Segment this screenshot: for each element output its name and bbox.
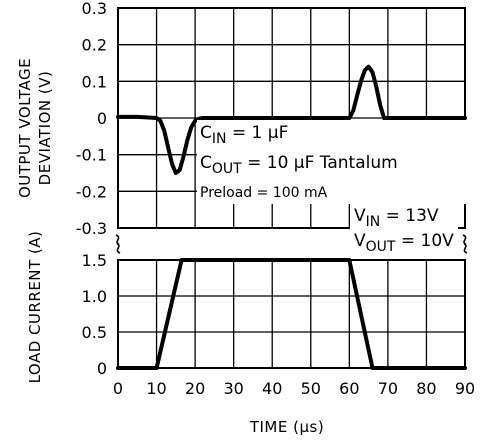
x-tick-label: 80 (416, 379, 436, 398)
y-tick-label: 1.5 (82, 251, 107, 270)
voltage-axis-title-line-2: DEVIATION (V) (36, 71, 54, 186)
axis-break-left (115, 234, 120, 245)
x-tick-label: 60 (339, 379, 359, 398)
axis-break-left (116, 243, 121, 254)
x-tick-label: 30 (223, 379, 243, 398)
x-tick-label: 70 (378, 379, 398, 398)
x-tick-label: 0 (113, 379, 123, 398)
vout-annotation: VOUT = 10V (354, 231, 454, 255)
y-tick-label: 0.5 (82, 323, 107, 342)
x-tick-label: 10 (146, 379, 166, 398)
tick-labels: 0.30.20.10-0.1-0.2-0.31.51.00.500 10 20 30 4… (76, 0, 475, 398)
x-tick-label: 50 (301, 379, 321, 398)
voltage-axis-title-line-1: OUTPUT VOLTAGE (16, 58, 34, 198)
y-tick-label: -0.2 (76, 182, 107, 201)
series-line (116, 64, 467, 175)
x-tick-label: 40 (262, 379, 282, 398)
y-tick-label: 1.0 (82, 287, 107, 306)
cout-annotation: COUT = 10 μF Tantalum (200, 153, 398, 177)
cin-annotation: CIN = 1 μF (200, 123, 288, 147)
conditions-box (197, 120, 467, 204)
traces (116, 64, 467, 370)
y-tick-label: -0.1 (76, 146, 107, 165)
axis-break-right (463, 243, 468, 254)
y-tick-label: 0.2 (82, 36, 107, 55)
y-tick-label: 0.3 (82, 0, 107, 18)
x-tick-label: 20 (185, 379, 205, 398)
axis-break-right (462, 234, 467, 245)
x-axis-title: TIME (μs) (249, 418, 324, 436)
y-tick-label: 0.1 (82, 72, 107, 91)
supply-box (350, 203, 458, 253)
axis-break-marks (112, 234, 471, 254)
vin-annotation: VIN = 13V (354, 206, 439, 230)
current-axis-title: LOAD CURRENT (A) (26, 231, 44, 384)
series-line (116, 258, 467, 370)
y-tick-label: 0 (97, 359, 107, 378)
y-tick-label: 0 (97, 109, 107, 128)
x-tick-label: 90 (455, 379, 475, 398)
y-tick-label: -0.3 (76, 219, 107, 238)
preload-annotation: Preload = 100 mA (200, 185, 328, 201)
